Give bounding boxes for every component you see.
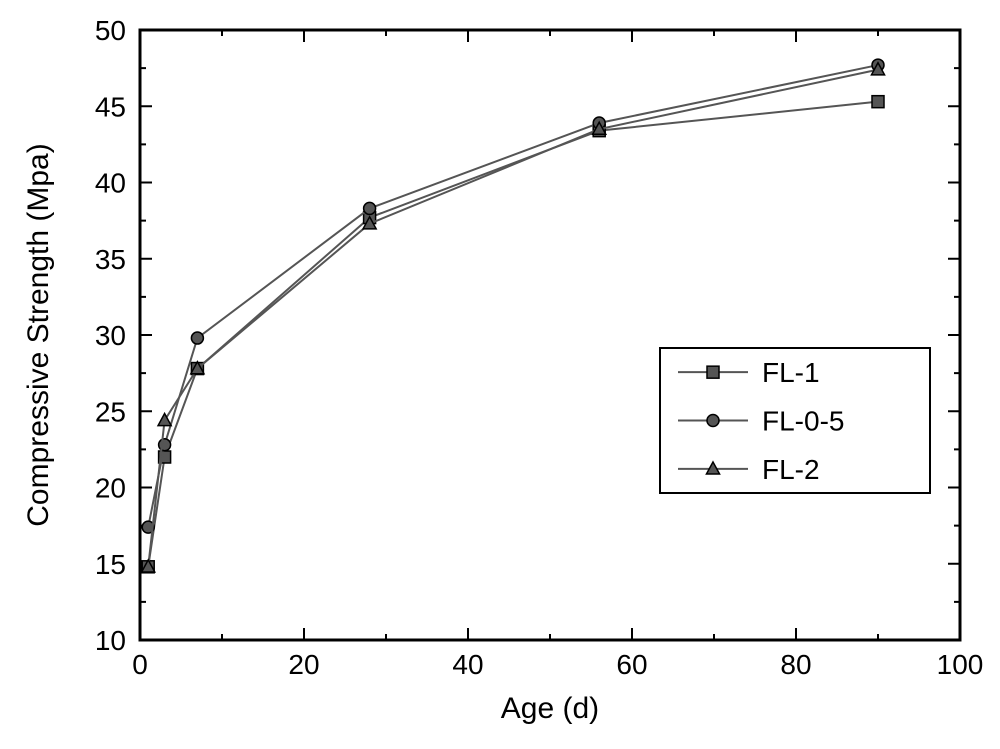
x-tick-label: 60 [616, 649, 647, 680]
y-tick-label: 30 [95, 320, 126, 351]
y-axis-label: Compressive Strength (Mpa) [22, 143, 55, 526]
x-tick-label: 40 [452, 649, 483, 680]
compressive-strength-chart: 0 20 40 60 80 100 10 15 20 25 30 35 40 45 50 Age (d) Com… [0, 0, 1000, 749]
x-tick-label: 20 [288, 649, 319, 680]
x-tick-label: 80 [780, 649, 811, 680]
x-axis-label: Age (d) [501, 692, 599, 725]
y-tick-label: 20 [95, 473, 126, 504]
y-tick-label: 15 [95, 549, 126, 580]
y-tick-label: 45 [95, 91, 126, 122]
x-tick-label: 100 [937, 649, 984, 680]
legend-label-fl05: FL-0-5 [762, 406, 844, 437]
y-tick-label: 35 [95, 244, 126, 275]
y-tick-label: 25 [95, 396, 126, 427]
legend-label-fl1: FL-1 [762, 357, 820, 388]
y-tick-label: 50 [95, 15, 126, 46]
legend-label-fl2: FL-2 [762, 454, 820, 485]
legend: FL-1 FL-0-5 FL-2 [660, 348, 930, 493]
y-tick-label: 40 [95, 168, 126, 199]
x-tick-label: 0 [132, 649, 148, 680]
chart-svg: 0 20 40 60 80 100 10 15 20 25 30 35 40 45 50 Age (d) Com… [0, 0, 1000, 749]
y-tick-label: 10 [95, 625, 126, 656]
